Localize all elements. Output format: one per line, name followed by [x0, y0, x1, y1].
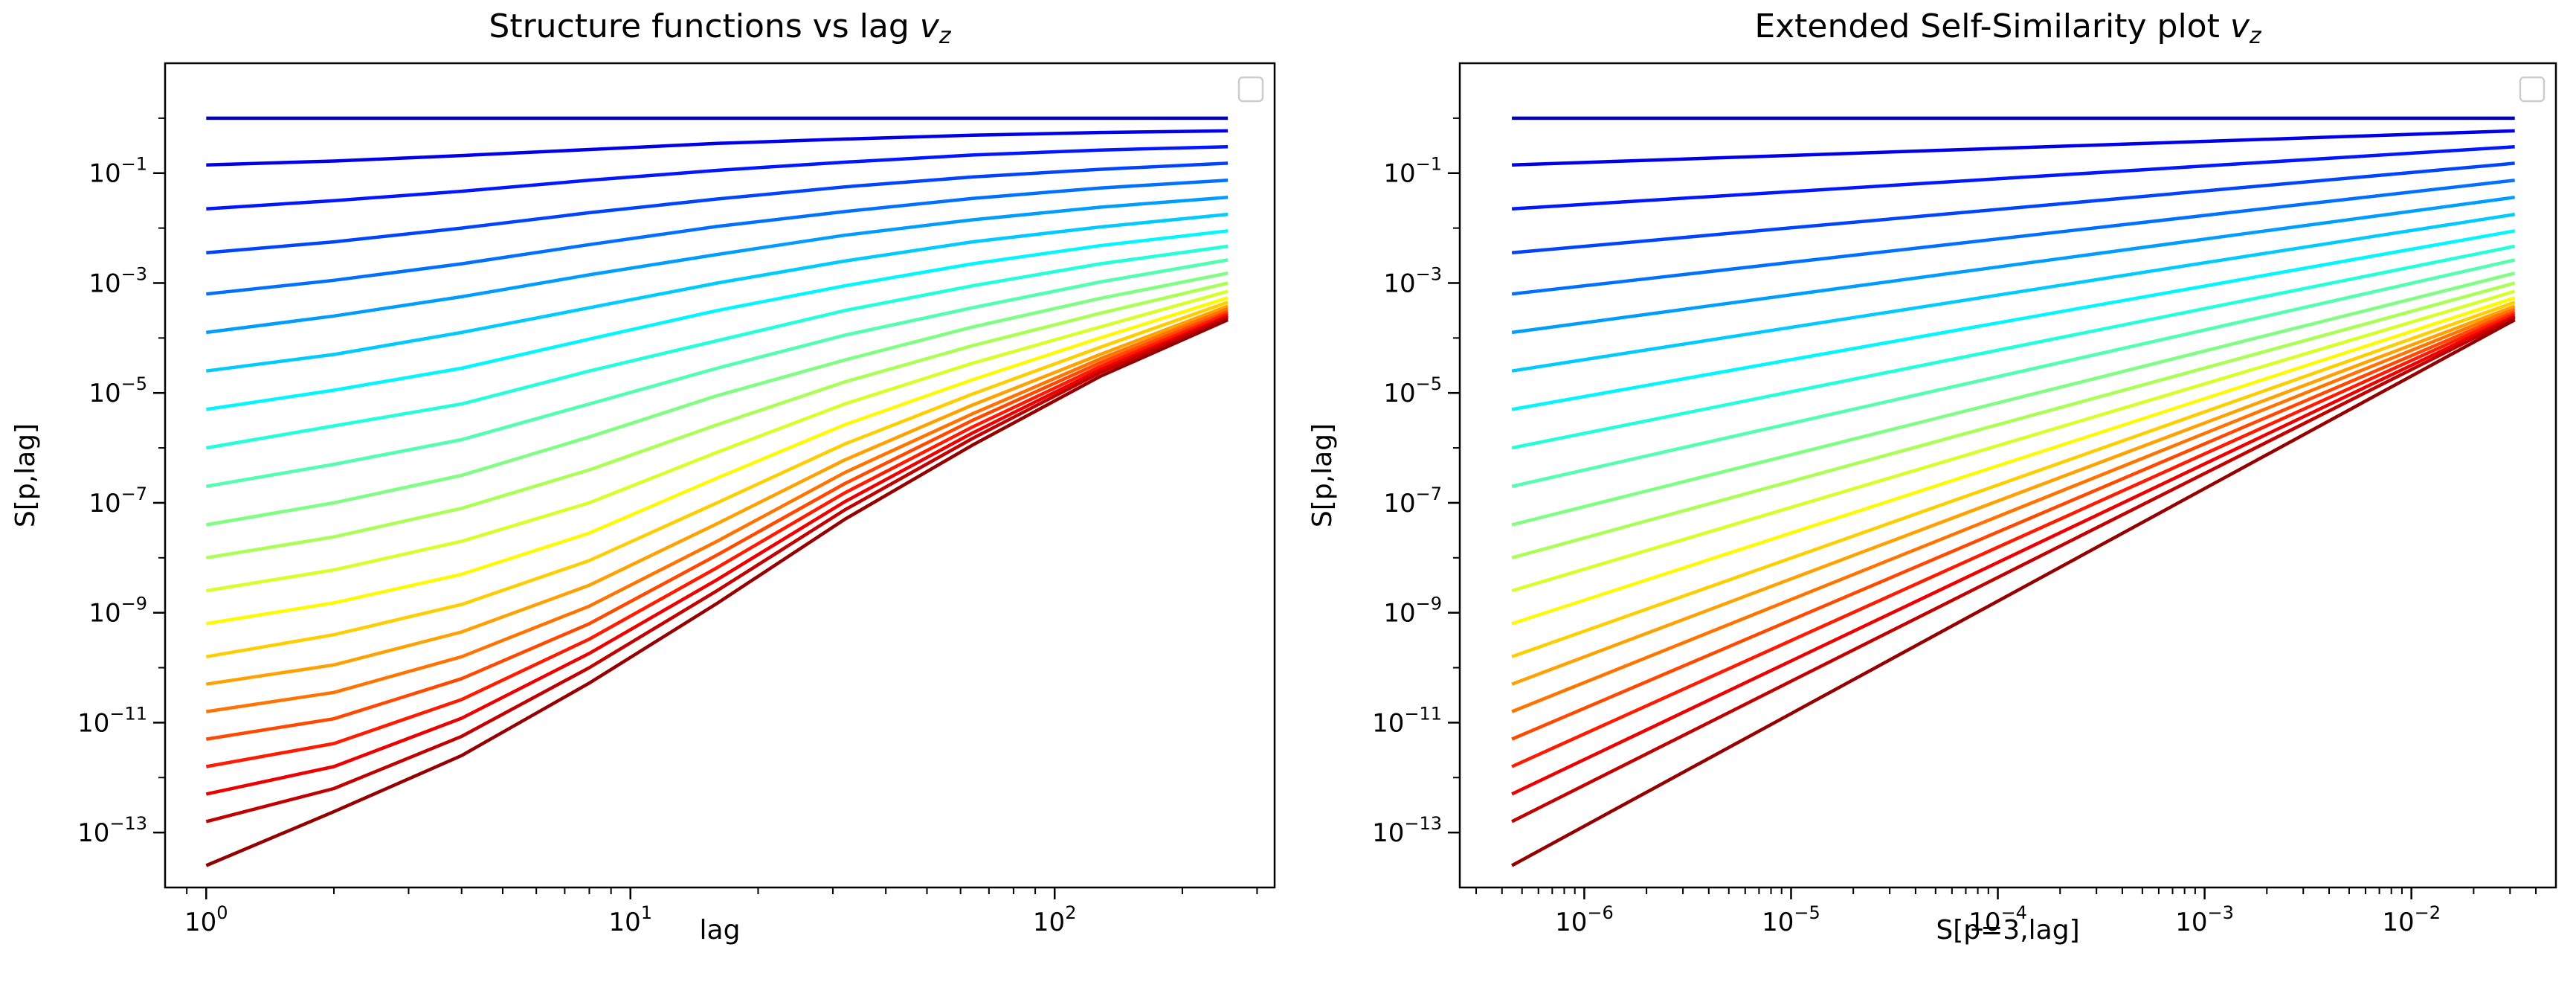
x-tick-label: 10−6 — [1555, 902, 1614, 937]
x-tick-label: 10−3 — [2175, 902, 2234, 937]
x-tick-label: 10−2 — [2382, 902, 2441, 937]
series-line-p20 — [1511, 315, 2516, 824]
left-chart-title: Structure functions vs lag vz — [489, 7, 951, 49]
series-line-p2 — [1511, 145, 2515, 211]
y-tick-label: 10−11 — [1372, 703, 1442, 738]
y-tick-label: 10−7 — [1383, 484, 1442, 519]
series-line-p4 — [206, 179, 1229, 296]
y-tick-label: 10−3 — [1383, 263, 1442, 298]
y-tick-label: 10−3 — [88, 263, 147, 298]
series-line-p19 — [1511, 314, 2516, 796]
series-line-p21 — [205, 318, 1229, 867]
series-line-p14 — [205, 301, 1229, 659]
left-legend-box — [1237, 76, 1264, 103]
series-line-p10 — [1511, 272, 2516, 527]
y-tick-label: 10−13 — [1372, 813, 1442, 848]
x-tick-label: 100 — [184, 902, 228, 937]
y-tick-label: 10−9 — [88, 594, 147, 629]
y-tick-label: 10−9 — [1383, 594, 1442, 629]
y-tick-label: 10−13 — [77, 813, 147, 848]
left-x-ticks: 100 101 102 — [184, 887, 1258, 937]
series-line-p2 — [206, 145, 1229, 211]
series-line-p11 — [1511, 281, 2516, 559]
y-tick-label: 10−1 — [88, 154, 147, 189]
y-tick-label: 10−1 — [1383, 154, 1442, 189]
right-axes-frame — [1458, 62, 2557, 889]
series-line-p15 — [1511, 304, 2516, 686]
right-x-axis-label: S[p=3,lag] — [1936, 915, 2079, 946]
right-y-axis-label: S[p,lag] — [1307, 423, 1338, 527]
left-axes-frame — [164, 62, 1276, 889]
series-line-p8 — [205, 244, 1229, 450]
series-line-p1 — [1512, 129, 2515, 167]
left-y-axis-label: S[p,lag] — [10, 423, 41, 527]
series-line-p19 — [205, 314, 1229, 796]
series-line-p8 — [1511, 244, 2516, 450]
series-line-p7 — [205, 229, 1229, 411]
ess-panel: 10−6 10−5 10−4 10−3 10−2 10−110−310−510−710−… — [1307, 7, 2557, 946]
series-line-p6 — [1511, 212, 2516, 373]
series-line-p12 — [1511, 289, 2516, 593]
series-line-p9 — [1511, 258, 2516, 488]
structure-function-lines — [205, 116, 1229, 867]
series-line-p3 — [1511, 161, 2515, 255]
series-line-p14 — [1511, 301, 2516, 658]
series-line-p1 — [206, 129, 1229, 167]
x-tick-label: 10−5 — [1762, 902, 1820, 937]
ess-lines — [1511, 116, 2516, 867]
right-legend-box — [2519, 76, 2546, 103]
x-tick-label: 10−4 — [1968, 902, 2027, 937]
right-y-ticks: 10−1 10−3 10−5 10−7 10−9 10−11 10−13 — [1372, 117, 1460, 848]
right-x-ticks: 10−6 10−5 10−4 10−3 10−2 — [1475, 887, 2537, 937]
right-chart-title: Extended Self-Similarity plot vz — [1754, 7, 2262, 49]
series-line-p15 — [205, 304, 1229, 686]
y-tick-label: 10−11 — [77, 703, 147, 738]
series-line-p21 — [1511, 318, 2516, 867]
series-line-p6 — [206, 212, 1229, 373]
series-line-p12 — [205, 289, 1229, 593]
series-line-p7 — [1511, 229, 2516, 411]
series-line-p9 — [205, 258, 1229, 489]
series-line-p3 — [206, 161, 1229, 255]
x-tick-label: 101 — [608, 902, 652, 937]
y-tick-label: 10−5 — [1383, 373, 1442, 408]
structure-functions-panel: 100 101 102 10−1 10−3 10−5 10−7 10−9 10−11 10−13… — [10, 7, 1276, 946]
series-line-p18 — [205, 312, 1229, 768]
left-x-axis-label: lag — [700, 915, 741, 946]
series-line-p20 — [205, 315, 1229, 824]
series-line-p11 — [205, 281, 1229, 560]
series-line-p18 — [1511, 312, 2516, 768]
series-line-p13 — [205, 296, 1229, 626]
series-line-p4 — [1511, 179, 2515, 296]
series-line-p5 — [206, 195, 1229, 335]
series-line-p17 — [205, 309, 1229, 741]
left-y-ticks: 10−1 10−3 10−5 10−7 10−9 10−11 10−13 — [77, 117, 165, 848]
y-tick-label: 10−7 — [88, 484, 147, 519]
series-line-p13 — [1511, 296, 2516, 626]
series-line-p10 — [205, 271, 1229, 527]
y-tick-label: 10−5 — [88, 373, 147, 408]
series-line-p16 — [205, 307, 1229, 713]
series-line-p17 — [1511, 309, 2516, 741]
series-line-p5 — [1511, 195, 2516, 335]
x-tick-label: 102 — [1033, 902, 1077, 937]
series-line-p16 — [1511, 307, 2516, 713]
